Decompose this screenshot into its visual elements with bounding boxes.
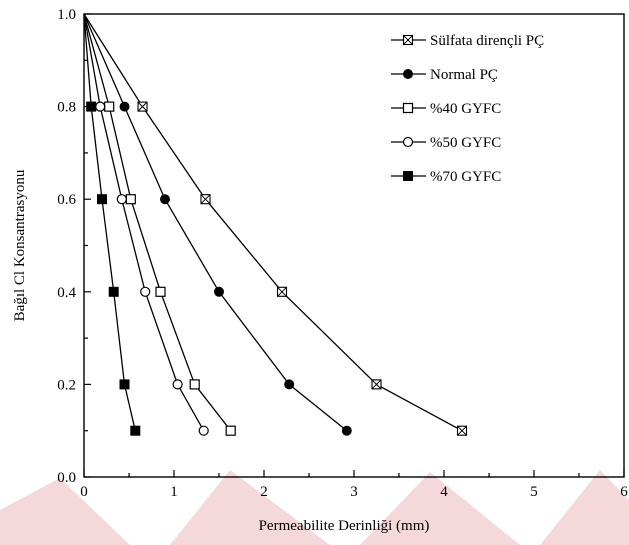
y-axis-title: Bağıl Cl Konsantrasyonu xyxy=(12,169,28,321)
legend: Sülfata dirençli PÇ Normal PÇ %40 GYFC %50 … xyxy=(391,33,544,185)
series-1 xyxy=(83,13,468,436)
data-point xyxy=(198,425,209,436)
legend-entry: %70 GYFC xyxy=(391,169,501,185)
data-point xyxy=(214,286,224,297)
data-point xyxy=(284,379,295,390)
y-tick-label: 0.8 xyxy=(57,100,76,116)
axis-ticks: 0 1 2 3 4 5 6 0.0 0.2 0.4 0.6 0.8 1.0 xyxy=(57,7,628,500)
data-point xyxy=(97,194,107,205)
legend-label: Sülfata dirençli PÇ xyxy=(430,33,544,49)
data-point xyxy=(200,194,211,205)
series-2 xyxy=(83,13,352,436)
legend-entry: %40 GYFC xyxy=(391,101,501,117)
legend-entry: Normal PÇ xyxy=(391,67,498,83)
data-point xyxy=(119,101,130,112)
data-point xyxy=(116,194,127,205)
data-point xyxy=(172,379,183,390)
legend-marker xyxy=(403,69,413,79)
x-tick-label: 4 xyxy=(440,484,448,500)
data-point xyxy=(137,101,148,112)
x-tick-label: 5 xyxy=(530,484,538,500)
data-point xyxy=(125,194,136,205)
data-point xyxy=(160,194,170,205)
x-tick-label: 6 xyxy=(620,484,628,500)
data-point xyxy=(86,101,97,112)
y-tick-label: 0.2 xyxy=(57,377,76,393)
legend-label: %70 GYFC xyxy=(430,169,501,185)
data-point xyxy=(189,379,200,390)
x-tick-label: 1 xyxy=(170,484,178,500)
legend-marker xyxy=(402,102,414,114)
legend-entry: Sülfata dirençli PÇ xyxy=(391,33,544,49)
data-point xyxy=(155,286,166,297)
series-4 xyxy=(83,13,209,436)
series-line xyxy=(83,13,232,432)
plot-frame xyxy=(83,13,625,478)
data-point xyxy=(456,425,468,436)
data-point xyxy=(225,425,236,436)
data-point xyxy=(119,379,130,390)
data-point xyxy=(95,101,106,112)
legend-marker xyxy=(402,136,414,148)
data-point xyxy=(341,425,352,436)
legend-label: %40 GYFC xyxy=(430,101,501,117)
legend-label: %50 GYFC xyxy=(430,135,501,151)
x-axis-title: Permeabilite Derinliği (mm) xyxy=(259,518,430,534)
data-point xyxy=(104,101,115,112)
data-point xyxy=(130,425,141,436)
series-layer xyxy=(83,13,468,436)
legend-marker xyxy=(403,171,413,181)
y-tick-label: 0.0 xyxy=(57,470,76,486)
data-point xyxy=(371,379,382,390)
legend-entry: %50 GYFC xyxy=(391,135,501,151)
data-point xyxy=(140,286,151,297)
data-point xyxy=(108,286,119,297)
data-point xyxy=(276,286,288,297)
x-tick-label: 3 xyxy=(350,484,358,500)
x-tick-label: 2 xyxy=(260,484,268,500)
legend-label: Normal PÇ xyxy=(430,67,498,83)
series-line xyxy=(83,13,463,432)
y-tick-label: 0.4 xyxy=(57,285,76,301)
watermark xyxy=(0,470,629,545)
y-tick-label: 0.6 xyxy=(57,192,76,208)
series-3 xyxy=(83,13,236,436)
series-line xyxy=(83,13,348,432)
series-5 xyxy=(83,13,141,436)
series-line xyxy=(83,13,205,432)
y-tick-label: 1.0 xyxy=(57,7,76,23)
series-line xyxy=(83,13,136,431)
legend-marker xyxy=(402,34,414,46)
x-tick-label: 0 xyxy=(80,484,88,500)
